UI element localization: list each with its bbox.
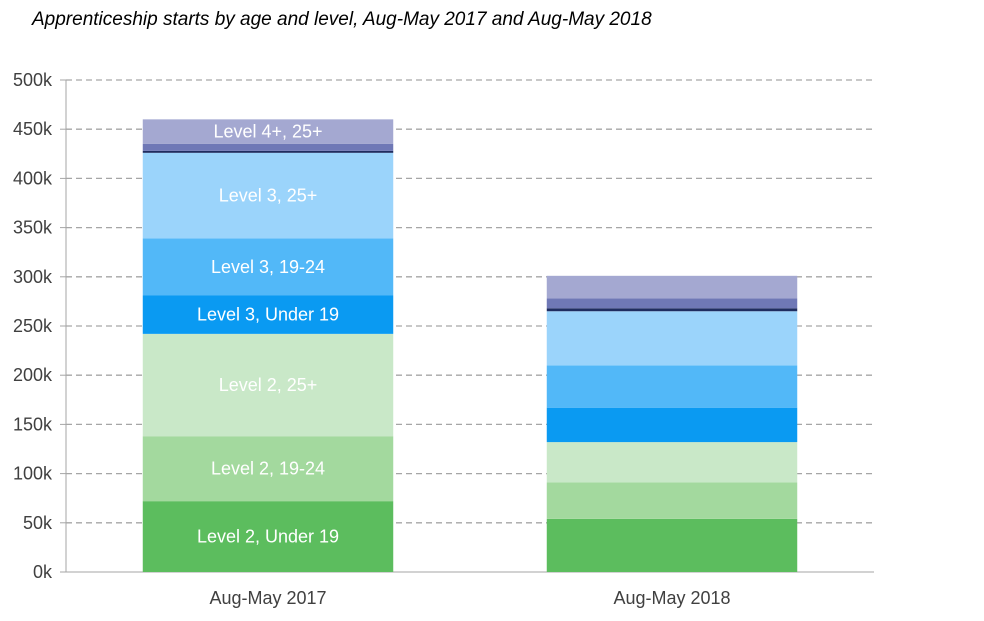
y-tick-label: 0k: [33, 562, 53, 582]
bar-segment: [142, 238, 394, 296]
y-tick-label: 350k: [13, 218, 53, 238]
segment-label: Level 3, 25+: [219, 186, 318, 206]
bar-segment: [546, 518, 798, 572]
y-tick-label: 400k: [13, 168, 53, 188]
bar-segment: [142, 333, 394, 437]
bar-segment: [142, 119, 394, 144]
bar-segment: [546, 275, 798, 299]
segment-label: Level 3, 19-24: [211, 257, 325, 277]
bar-segment: [142, 143, 394, 151]
x-category-label: Aug-May 2018: [613, 588, 730, 608]
segment-label: Level 2, Under 19: [197, 527, 339, 547]
y-tick-label: 200k: [13, 365, 53, 385]
y-tick-label: 150k: [13, 414, 53, 434]
x-category-label: Aug-May 2017: [209, 588, 326, 608]
segment-label: Level 4+, 25+: [213, 122, 322, 142]
bar-segment: [546, 308, 798, 312]
y-tick-label: 300k: [13, 267, 53, 287]
bar-segment: [142, 152, 394, 239]
y-tick-label: 500k: [13, 70, 53, 90]
bar-segment: [546, 482, 798, 519]
segment-label: Level 3, Under 19: [197, 305, 339, 325]
bar-segment: [546, 365, 798, 408]
bar-segment: [546, 407, 798, 443]
y-tick-label: 250k: [13, 316, 53, 336]
bar-segment: [142, 501, 394, 572]
bar-segment: [142, 150, 394, 153]
bar-segment: [546, 311, 798, 366]
bar-segment: [142, 436, 394, 502]
x-axis-labels: Aug-May 2017 Aug-May 2018: [209, 588, 730, 608]
y-axis: 0k 50k 100k 150k 200k 250k 300k 350k 400k 450k 500…: [13, 70, 874, 582]
y-tick-label: 100k: [13, 464, 53, 484]
y-tick-label: 50k: [23, 513, 53, 533]
bar-segment: [546, 442, 798, 483]
chart-title: Apprenticeship starts by age and level, …: [32, 9, 652, 30]
bars: Level 2, Under 19 Level 2, 19-24 Level 2, …: [142, 119, 798, 572]
y-tick-label: 450k: [13, 119, 53, 139]
segment-label: Level 2, 25+: [219, 375, 318, 395]
bar-segment: [142, 295, 394, 334]
segment-label: Level 2, 19-24: [211, 459, 325, 479]
bar-segment: [546, 298, 798, 309]
